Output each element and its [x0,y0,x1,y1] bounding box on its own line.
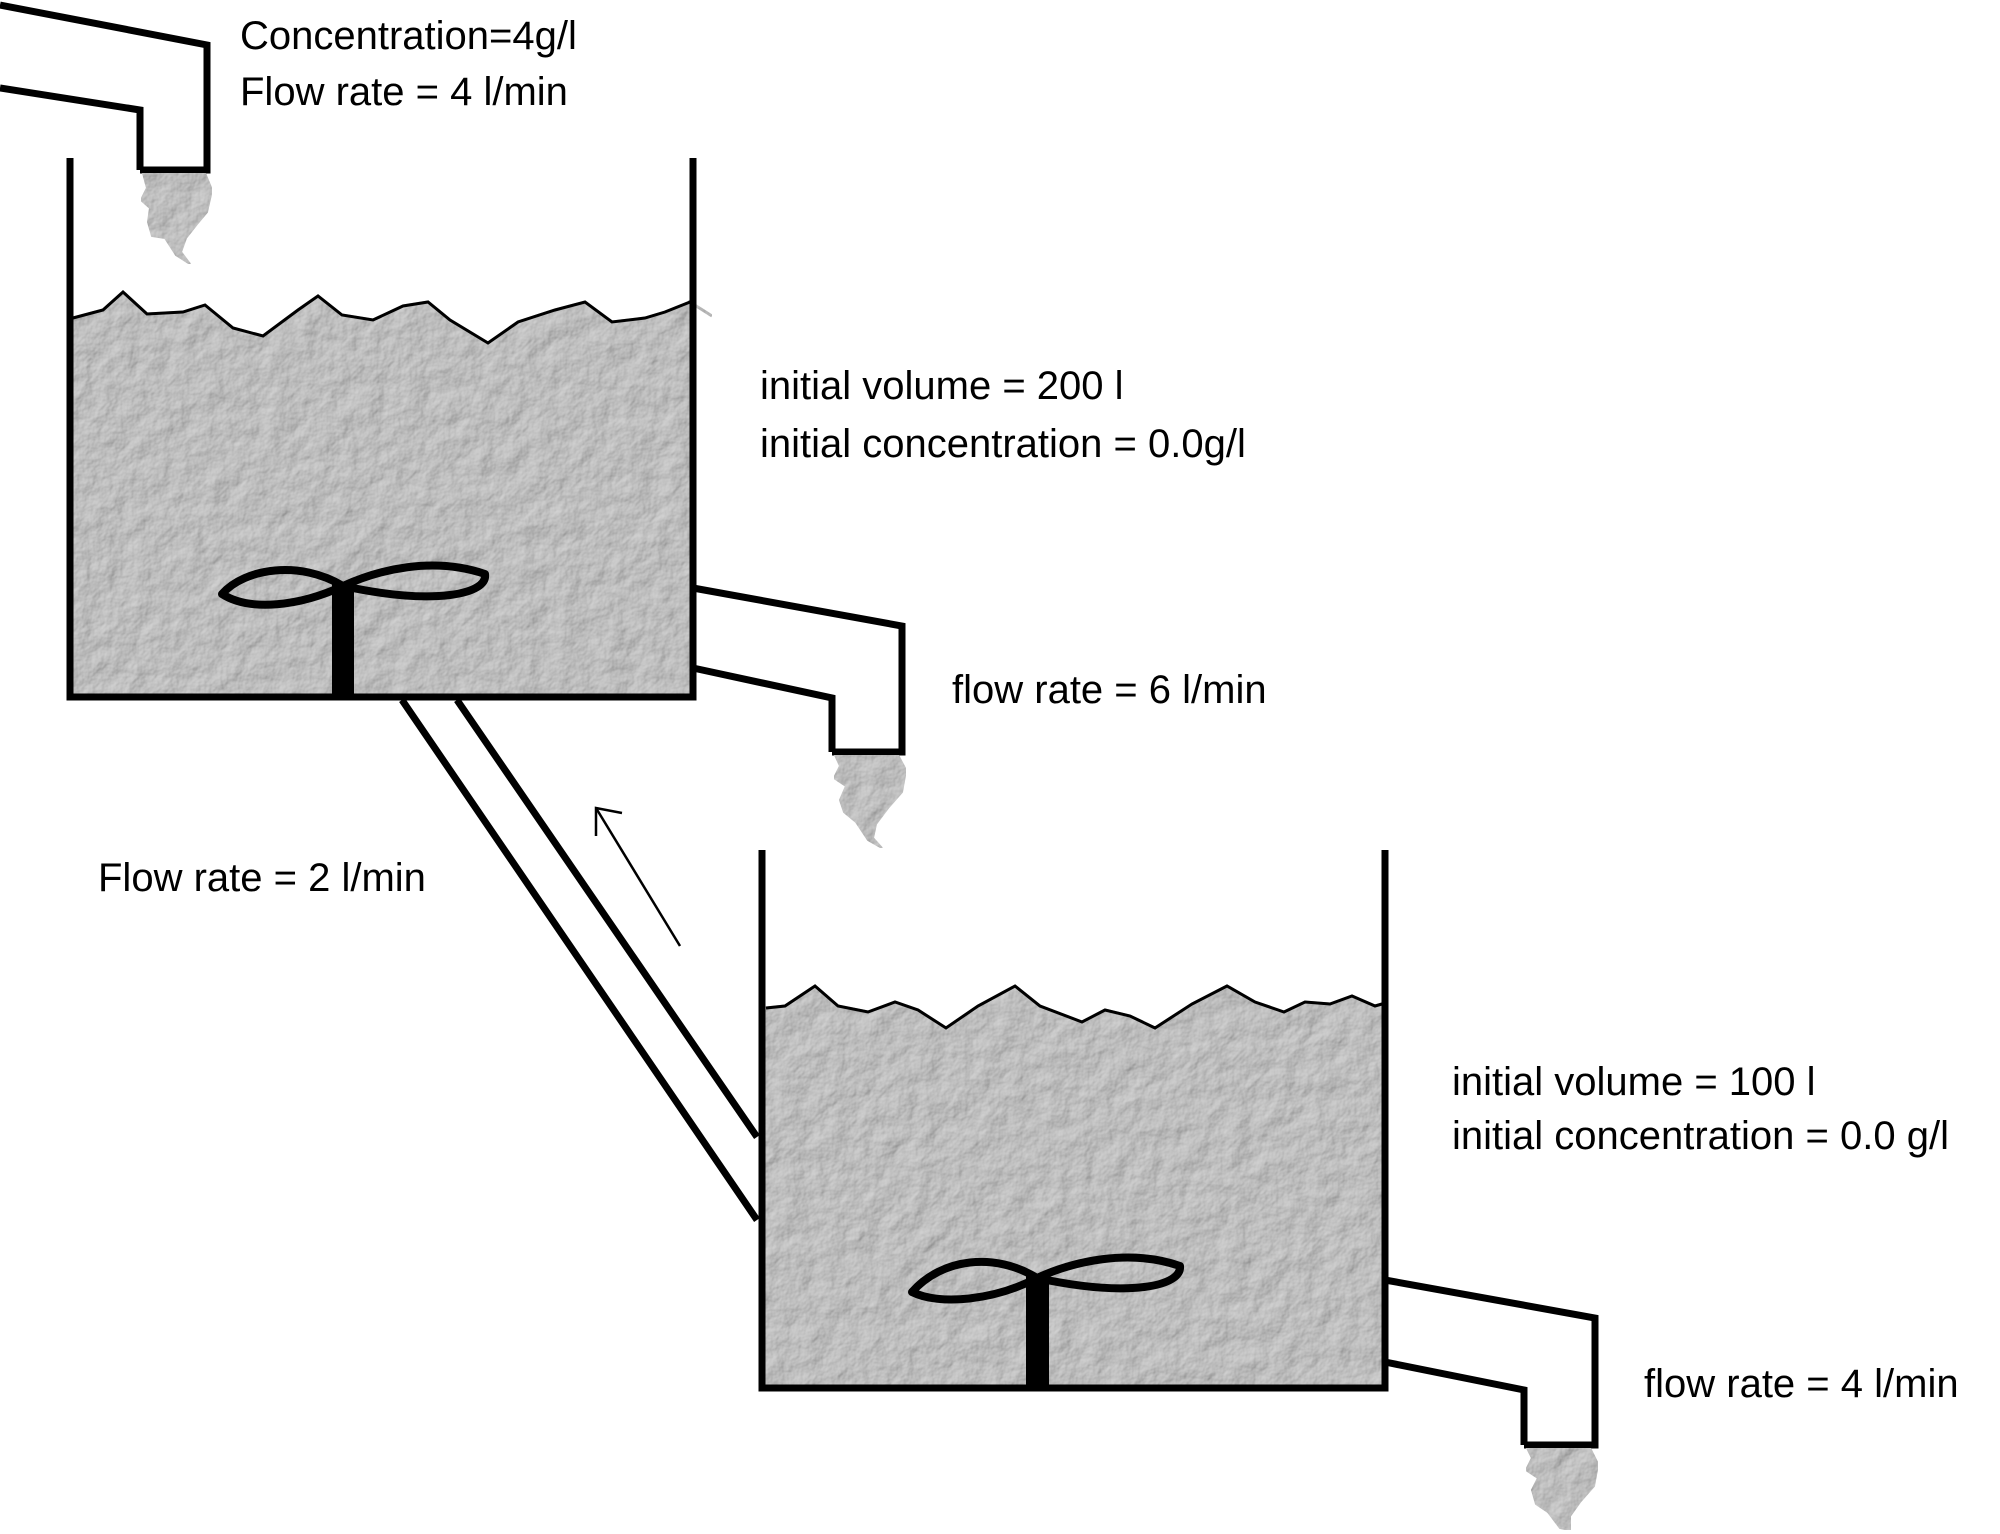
tank-2-liquid-surface [765,984,1383,1030]
flow-direction-arrow-shaft [594,807,682,947]
inlet-stream [139,172,214,265]
inlet-pipe [0,1,211,174]
tank-1-outlet-outer-wall [692,584,906,756]
tank-1-liquid-surface [72,289,691,345]
connecting-pipe-upper-wall [454,698,760,1139]
connecting-pipe-lower-wall [399,698,760,1222]
tank-2-outlet-pipe [1384,1276,1599,1449]
tank-1-initial-concentration-label: initial concentration = 0.0g/l [760,422,1246,466]
tank-1-stirrer [218,561,490,697]
inlet-concentration-label: Concentration=4g/l [240,14,577,58]
tank-1-outlet-pipe [692,584,906,756]
tank-2-outlet-stream [1524,1447,1600,1532]
tank-1-walls [66,158,697,701]
tank-1-outlet-inner-wall [692,664,836,752]
tank-1 [66,158,713,701]
tank-2-liquid [761,984,1384,1387]
tank-2-stirrer-shaft [1026,1274,1049,1388]
tank-1-stirrer-blades [218,561,490,609]
tank-2-walls [758,850,1389,1392]
tank-1-outflow-rate-label: flow rate = 6 l/min [952,668,1267,712]
tank-2-outflow-rate-label: flow rate = 4 l/min [1644,1362,1959,1406]
tank-1-outlet-stream [832,754,908,849]
flow-direction-arrow-head [594,806,623,836]
tank-2-initial-volume-label: initial volume = 100 l [1452,1060,1816,1104]
tank-2 [758,850,1389,1392]
inlet-pipe-inner-wall [0,84,144,170]
connecting-pipe [399,698,760,1222]
tank-1-initial-volume-label: initial volume = 200 l [760,364,1124,408]
tank-1-stirrer-shaft [332,582,354,697]
flow-direction-arrow [594,806,682,947]
tank-2-initial-concentration-label: initial concentration = 0.0 g/l [1452,1114,1949,1158]
tank-2-outlet-inner-wall [1384,1358,1528,1445]
tank-1-liquid [68,289,713,697]
tank-2-stirrer-blades [908,1253,1184,1304]
inlet-pipe-outer-wall [0,1,211,174]
tank-2-stirrer [908,1253,1184,1388]
tank-2-outlet-outer-wall [1384,1276,1599,1449]
connecting-pipe-flow-rate-label: Flow rate = 2 l/min [98,856,426,900]
inlet-flow-rate-label: Flow rate = 4 l/min [240,70,568,114]
